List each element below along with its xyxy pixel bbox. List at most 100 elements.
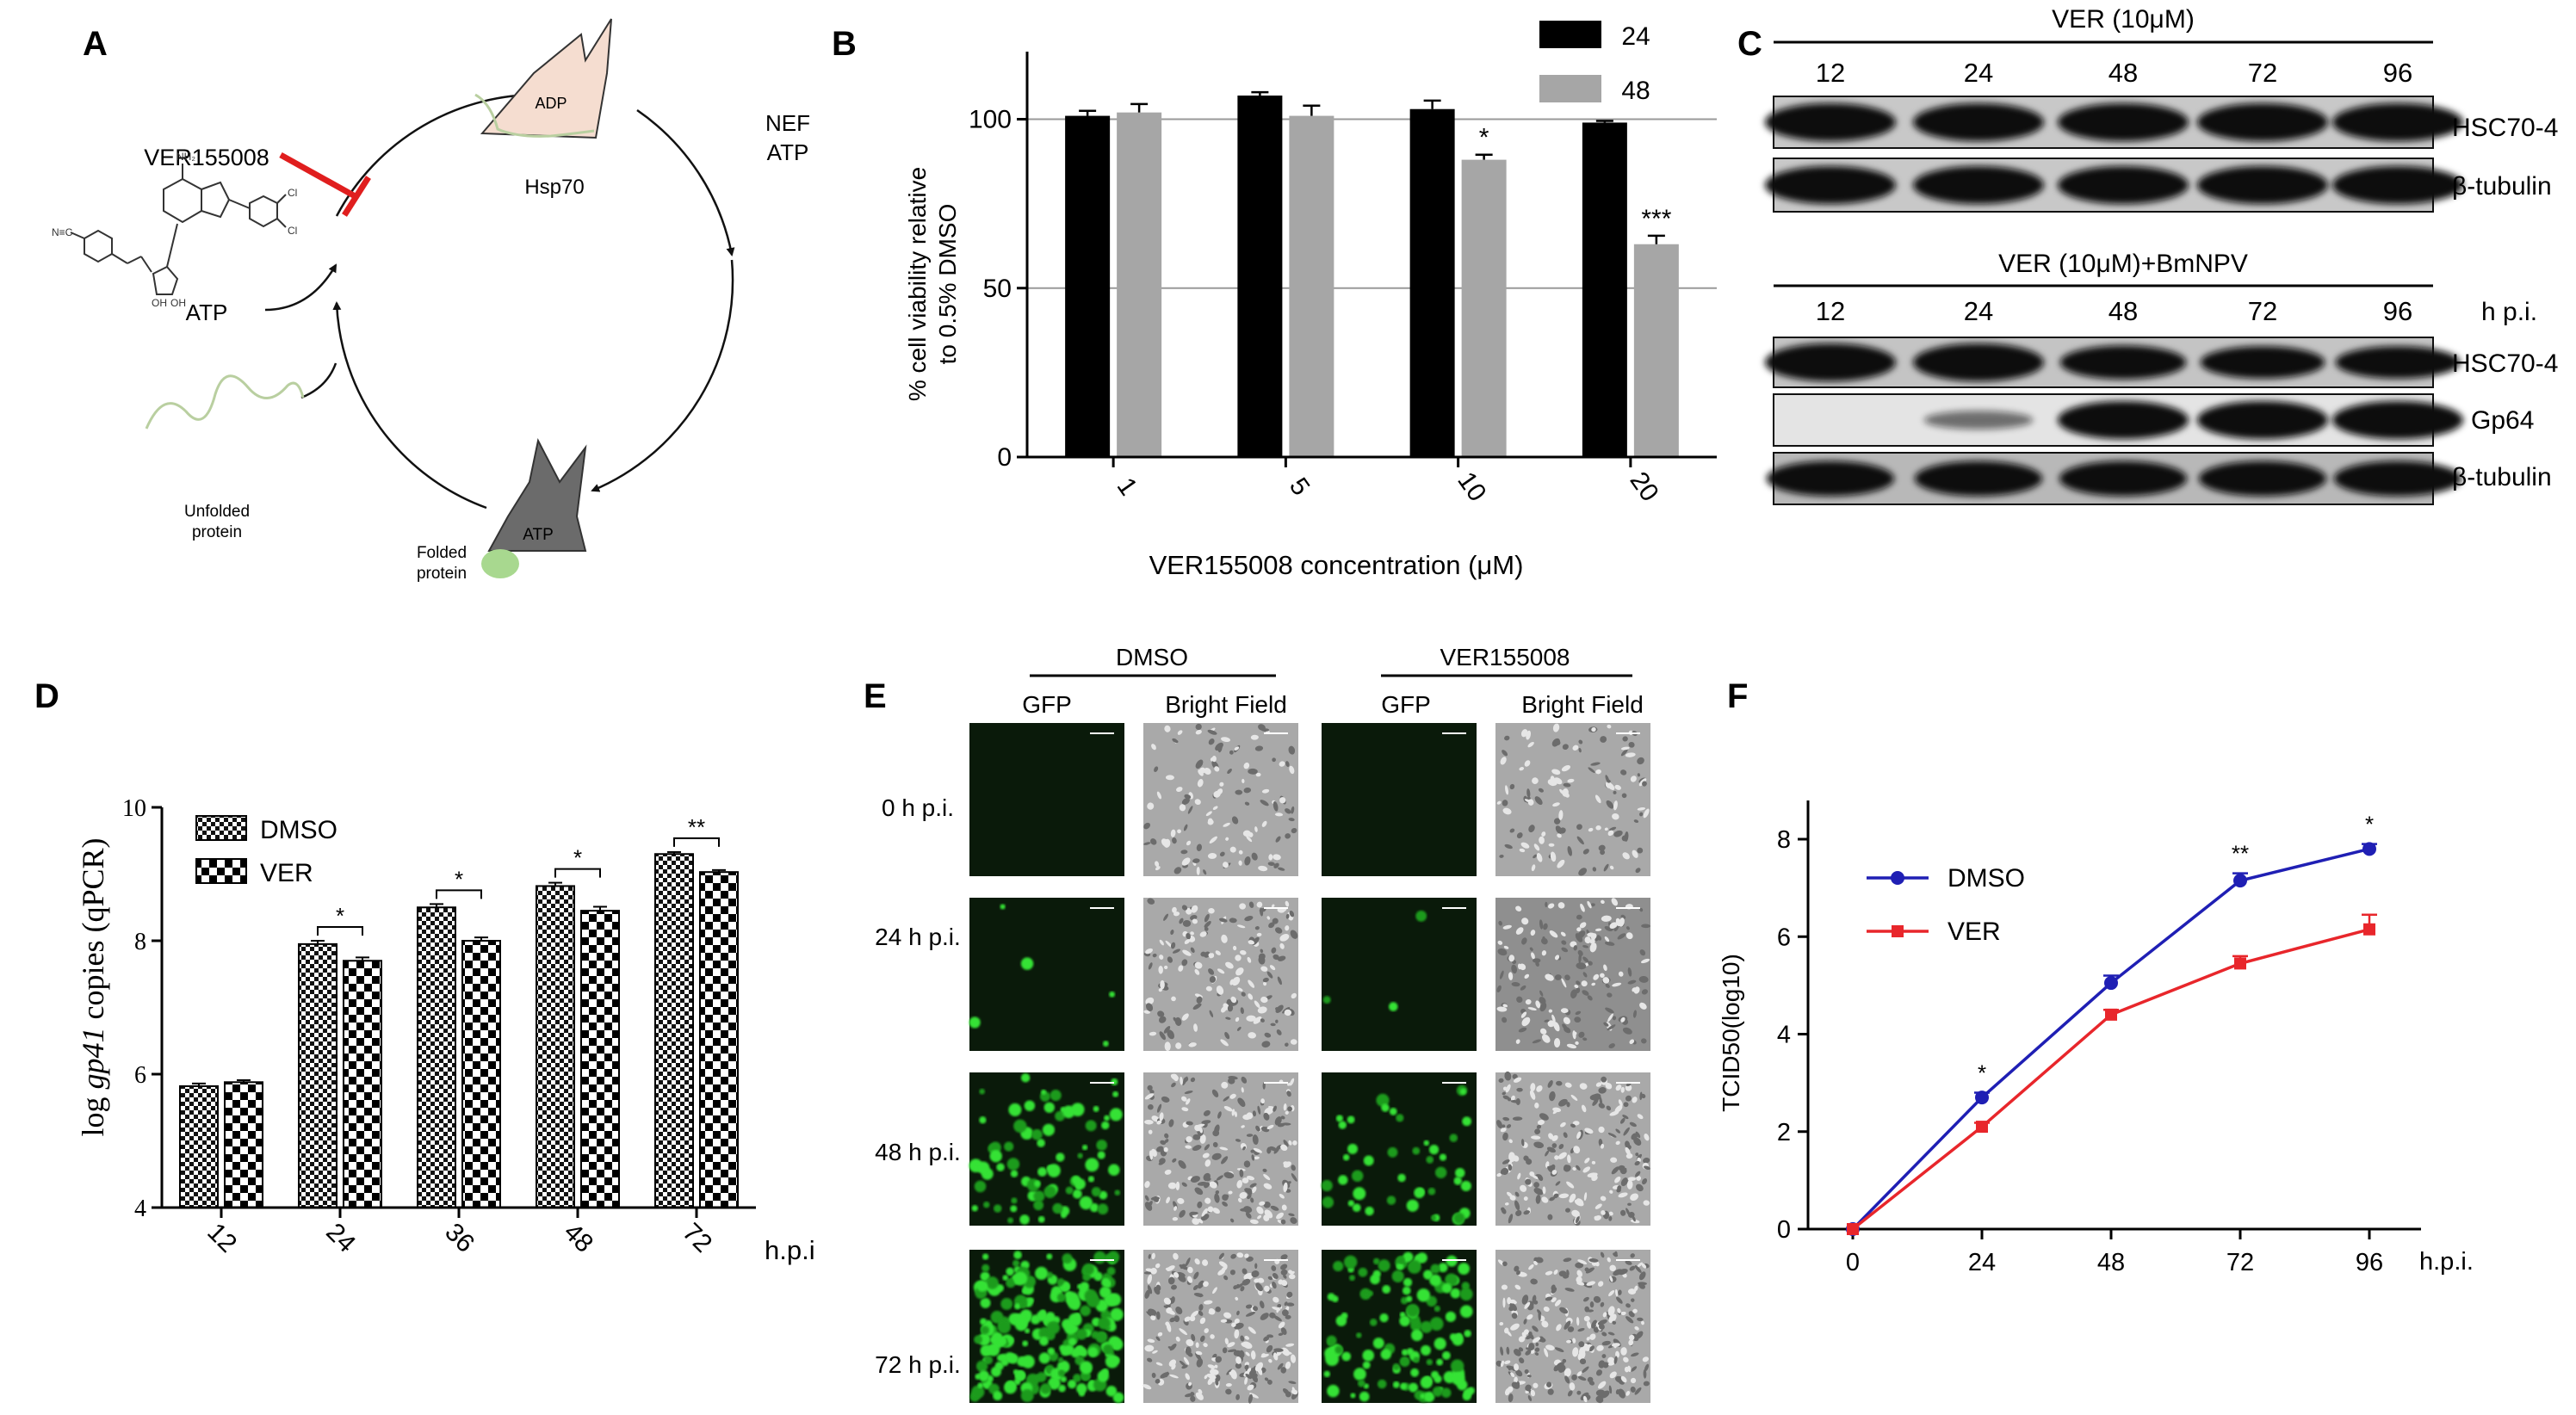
e-bf-cell <box>1529 1090 1536 1100</box>
e-bf-cell <box>1612 982 1622 987</box>
e-bf-cell <box>1173 1016 1177 1023</box>
c-bottom-time-labels: 12 24 48 72 96 <box>1816 296 2412 326</box>
e-image-gfp-2-2 <box>1321 1072 1477 1226</box>
e-bf-cell <box>1531 1135 1541 1140</box>
b-sig-20: *** <box>1641 205 1671 233</box>
e-bf-cell <box>1228 1190 1233 1195</box>
f-significance: **** <box>1978 812 2374 1086</box>
e-bf-cell <box>1618 971 1624 977</box>
e-bf-cell <box>1184 1393 1194 1398</box>
e-bf-cell <box>1247 1384 1254 1391</box>
e-bf-cell <box>1256 901 1263 908</box>
e-bf-cell <box>1634 1265 1642 1273</box>
e-gfp-cell <box>1024 1100 1036 1111</box>
e-bf-cell <box>1604 925 1613 932</box>
e-gfp-cell <box>1082 1263 1094 1276</box>
e-bf-cell <box>1159 939 1164 946</box>
e-bf-cell <box>1617 1185 1622 1191</box>
e-gfp-cell <box>1062 1282 1070 1291</box>
e-gfp-cell <box>1037 1215 1045 1223</box>
e-bf-cell <box>1147 802 1155 810</box>
e-bf-cell <box>1569 1382 1576 1391</box>
e-bf-cell <box>1496 985 1502 992</box>
e-bf-cell <box>1601 915 1612 922</box>
e-bf-cell <box>1530 1389 1536 1397</box>
e-bf-cell <box>1227 769 1232 775</box>
c-bottom-time-72: 72 <box>2248 296 2277 326</box>
e-gfp-cell <box>1410 1329 1423 1342</box>
c-bottom-time-24: 24 <box>1964 296 1993 326</box>
e-bf-cell <box>1164 1133 1169 1139</box>
d-bar-VER-36 <box>461 940 501 1208</box>
e-gfp-cell <box>984 1356 994 1365</box>
e-bf-cell <box>1536 1124 1542 1129</box>
e-bf-cell <box>1154 766 1159 772</box>
e-bf-cell <box>1619 1117 1625 1124</box>
e-gfp-cell <box>1426 1156 1434 1164</box>
e-bf-cell <box>1261 820 1267 827</box>
e-bf-cell <box>1203 1109 1211 1116</box>
f-point-VER-72 <box>2234 957 2246 970</box>
e-bf-cell <box>1516 1087 1523 1092</box>
e-bf-cell <box>1548 1133 1554 1140</box>
e-bf-cell <box>1551 1014 1556 1023</box>
e-row-24: 24 h p.i. <box>875 924 961 950</box>
e-bf-cell <box>1600 1301 1605 1307</box>
e-bf-cell <box>1219 782 1224 787</box>
e-bf-cell <box>1249 1183 1257 1188</box>
e-bf-cell <box>1586 1320 1592 1329</box>
e-bf-cell <box>1564 1288 1575 1292</box>
e-bf-cell <box>1582 956 1589 963</box>
e-bf-cell <box>1516 1270 1520 1276</box>
e-bf-cell <box>1636 1176 1642 1181</box>
e-bf-cell <box>1222 1194 1229 1201</box>
e-bf-cell <box>1215 1189 1220 1195</box>
e-bf-cell <box>1206 1373 1217 1380</box>
c-band-bottom_tub-48 <box>2059 460 2188 497</box>
e-bf-cell <box>1191 905 1198 913</box>
e-gfp-cell <box>1343 1255 1358 1269</box>
e-bf-cell <box>1229 1371 1234 1376</box>
e-bf-cell <box>1246 1015 1256 1022</box>
e-bf-cell <box>1532 958 1541 963</box>
e-bf-cell <box>1563 1165 1571 1172</box>
e-gfp-cell <box>1000 1337 1006 1343</box>
e-bf-cell <box>1240 1286 1245 1292</box>
e-bf-cell <box>1183 1077 1189 1083</box>
e-bf-cell <box>1598 1281 1604 1287</box>
e-bf-cell <box>1152 1350 1158 1354</box>
e-bf-cell <box>1561 947 1569 953</box>
e-gfp-cell <box>1052 1202 1063 1214</box>
e-bf-cell <box>1229 846 1236 853</box>
e-bf-cell <box>1235 1139 1242 1142</box>
e-gfp-cell <box>979 1088 985 1095</box>
e-gfp-cell <box>1006 1381 1016 1390</box>
e-bf-cell <box>1223 1275 1229 1281</box>
e-gfp-cell <box>1013 1119 1027 1133</box>
e-bf-cell <box>1142 1384 1152 1390</box>
e-bf-cell <box>1558 1098 1568 1107</box>
e-gfp-cell <box>1416 1288 1431 1302</box>
e-gfp-cell <box>1429 1317 1444 1331</box>
b-ytick-label-0: 0 <box>997 443 1012 472</box>
e-bf-cell <box>1581 1104 1587 1113</box>
e-bf-cell <box>1165 1267 1172 1270</box>
e-bf-cell <box>1606 1105 1612 1111</box>
e-gfp-cell <box>1079 1196 1093 1210</box>
folded-protein-shape <box>481 549 519 578</box>
b-bar-24-20 <box>1582 122 1627 458</box>
e-gfp-cell <box>1087 1176 1095 1183</box>
f-point-VER-96 <box>2363 923 2375 936</box>
e-bf-cell <box>1185 1257 1191 1267</box>
e-bf-cell <box>1168 1119 1174 1128</box>
c-band-bottom_gp64-24 <box>1923 411 2034 429</box>
f-point-DMSO-24 <box>1975 1091 1989 1105</box>
e-bf-cell <box>1209 976 1217 983</box>
e-bf-cell <box>1285 1343 1295 1347</box>
e-gfp-cell <box>1421 1344 1431 1356</box>
e-gfp-cell <box>1028 1277 1035 1284</box>
e-bf-cell <box>1609 1264 1616 1272</box>
e-gfp-cell <box>969 1016 981 1029</box>
e-bf-cell <box>1541 1196 1549 1203</box>
e-bf-cell <box>1204 926 1209 931</box>
